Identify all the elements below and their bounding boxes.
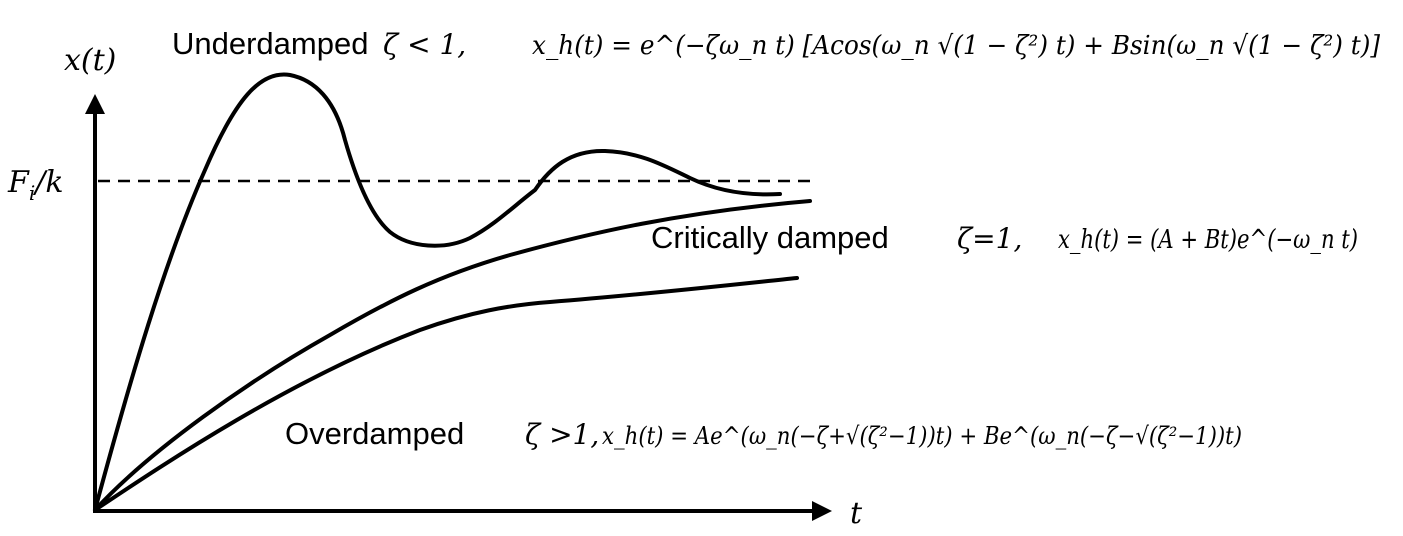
- overdamped-label: Overdamped ζ >1, x_h(t) = Ae^(ω_n(−ζ+√(ζ…: [285, 416, 1242, 451]
- critically-damped-condition: ζ=1,: [957, 222, 1022, 255]
- critically-damped-curve: [93, 199, 812, 512]
- overdamped-curve: [93, 276, 799, 512]
- reference-label: Fi/k: [7, 165, 64, 205]
- critically-damped-label: Critically damped ζ=1, x_h(t) = (A + Bt)…: [651, 220, 1358, 255]
- y-axis-label: x(t): [64, 43, 116, 78]
- overdamped-condition: ζ >1,: [525, 418, 599, 451]
- overdamped-equation: x_h(t) = Ae^(ω_n(−ζ+√(ζ²−1))t) + Be^(ω_n…: [602, 422, 1242, 450]
- critically-damped-equation: x_h(t) = (A + Bt)e^(−ω_n t): [1058, 225, 1358, 255]
- underdamped-curve: [93, 72, 782, 512]
- x-axis-label: t: [850, 496, 863, 531]
- critically-damped-name: Critically damped: [651, 220, 889, 255]
- underdamped-condition: ζ < 1,: [383, 28, 466, 61]
- underdamped-name: Underdamped: [172, 26, 368, 61]
- underdamped-equation: x_h(t) = e^(−ζω_n t) [Acos(ω_n √(1 − ζ²)…: [532, 31, 1381, 61]
- underdamped-label: Underdamped ζ < 1, x_h(t) = e^(−ζω_n t) …: [172, 26, 1381, 61]
- overdamped-name: Overdamped: [285, 416, 464, 451]
